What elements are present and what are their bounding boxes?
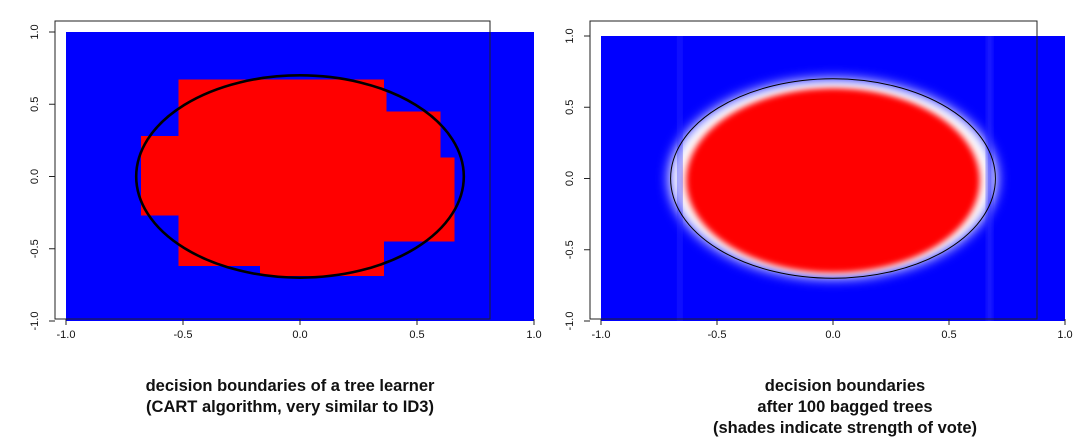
y-tick-label: 1.0 [29, 24, 41, 39]
inside-region [178, 111, 441, 137]
y-tick-label: -1.0 [564, 312, 576, 331]
tree-learner-caption: decision boundaries of a tree learner (C… [110, 376, 470, 418]
x-tick-label: -0.5 [174, 329, 193, 341]
y-tick-label: 0.0 [29, 169, 41, 184]
y-tick-label: -1.0 [29, 312, 41, 331]
x-tick-label: 0.5 [409, 329, 424, 341]
inside-region [178, 215, 455, 242]
plot-frame [589, 20, 1038, 320]
x-tick-label: 1.0 [526, 329, 541, 341]
tree-decision-boundary-plot: -1.0 -0.5 0.0 0.5 1.0 -1.0 -0.5 0.0 0.5 1.0 [29, 20, 542, 341]
y-tick-label: -0.5 [29, 239, 41, 258]
y-tick-label: -0.5 [564, 240, 576, 259]
bagged-trees-caption: decision boundaries after 100 bagged tre… [660, 376, 1030, 439]
inside-region [178, 89, 387, 112]
caption-line: after 100 bagged trees [757, 398, 933, 416]
inside-region [260, 266, 385, 277]
y-tick-label: 0.5 [29, 97, 41, 112]
x-tick-label: -1.0 [592, 329, 611, 341]
tree-learner-panel: -1.0 -0.5 0.0 0.5 1.0 -1.0 -0.5 0.0 0.5 1.0 [29, 20, 542, 341]
inside-region [140, 157, 455, 216]
x-tick-label: -1.0 [57, 329, 76, 341]
x-tick-label: 0.0 [825, 329, 840, 341]
x-tick-label: 1.0 [1057, 329, 1072, 341]
caption-line: (CART algorithm, very similar to ID3) [146, 398, 434, 416]
true-boundary-ellipse [670, 78, 996, 279]
bagged-decision-boundary-plot: -1.0 -0.5 0.0 0.5 1.0 -1.0 -0.5 0.0 0.5 1.0 [564, 20, 1073, 341]
bagged-trees-panel: -1.0 -0.5 0.0 0.5 1.0 -1.0 -0.5 0.0 0.5 1.0 [545, 0, 1087, 446]
caption-line: decision boundaries of a tree learner [145, 377, 435, 395]
y-tick-label: 0.0 [564, 171, 576, 186]
inside-region [178, 79, 385, 90]
plot-frame [54, 20, 491, 320]
inside-region [140, 136, 441, 158]
true-boundary-ellipse [134, 74, 466, 279]
x-tick-label: 0.0 [292, 329, 307, 341]
x-tick-label: 0.5 [941, 329, 956, 341]
y-tick-label: 0.5 [564, 100, 576, 115]
caption-line: decision boundaries [764, 377, 926, 395]
y-tick-label: 1.0 [564, 28, 576, 43]
inside-region [178, 241, 385, 267]
caption-line: (shades indicate strength of vote) [712, 419, 978, 437]
x-tick-label: -0.5 [708, 329, 727, 341]
vote-strong-region [686, 88, 980, 273]
